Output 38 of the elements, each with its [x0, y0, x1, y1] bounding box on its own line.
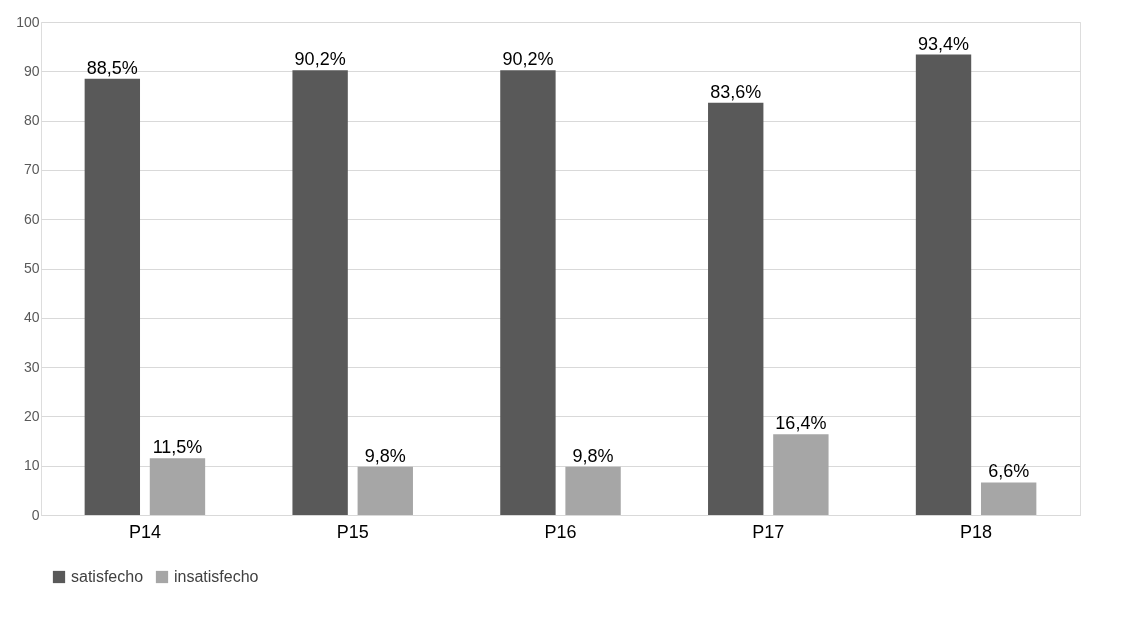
- data-label: 83,6%: [710, 81, 762, 102]
- data-label: 16,4%: [775, 413, 827, 434]
- bar: [84, 78, 141, 515]
- data-label: 93,4%: [918, 33, 970, 54]
- data-label: 6,6%: [988, 461, 1030, 482]
- y-tick-label: 80: [23, 112, 40, 129]
- bar: [565, 466, 621, 515]
- bar: [980, 482, 1037, 515]
- x-tick-label: P17: [752, 521, 785, 542]
- y-tick-label: 20: [23, 407, 40, 424]
- x-tick-label: P14: [128, 521, 161, 542]
- bar: [773, 434, 829, 515]
- bar: [500, 70, 556, 515]
- y-tick-label: 10: [23, 457, 40, 474]
- data-label: 9,8%: [364, 445, 406, 466]
- y-tick-label: 90: [23, 62, 40, 79]
- data-label: 9,8%: [572, 445, 614, 466]
- data-label: 11,5%: [152, 437, 203, 458]
- y-tick-label: 0: [31, 506, 40, 523]
- data-label: 90,2%: [502, 49, 554, 70]
- bar: [149, 458, 206, 515]
- bar: [915, 54, 972, 515]
- y-tick-label: 70: [23, 161, 40, 178]
- bar: [708, 102, 764, 515]
- y-tick-label: 100: [16, 13, 40, 30]
- data-label: 90,2%: [294, 49, 346, 70]
- x-tick-label: P16: [544, 521, 577, 542]
- legend-label: insatisfecho: [174, 568, 259, 585]
- data-label: 88,5%: [86, 57, 138, 78]
- x-tick-label: P15: [336, 521, 369, 542]
- legend-label: satisfecho: [71, 568, 144, 585]
- bar: [292, 70, 348, 515]
- y-tick-label: 50: [23, 260, 40, 276]
- y-tick-label: 40: [23, 309, 40, 326]
- x-tick-label: P18: [960, 521, 993, 542]
- y-tick-label: 30: [23, 358, 40, 375]
- y-tick-label: 60: [23, 210, 40, 227]
- bar: [357, 466, 413, 515]
